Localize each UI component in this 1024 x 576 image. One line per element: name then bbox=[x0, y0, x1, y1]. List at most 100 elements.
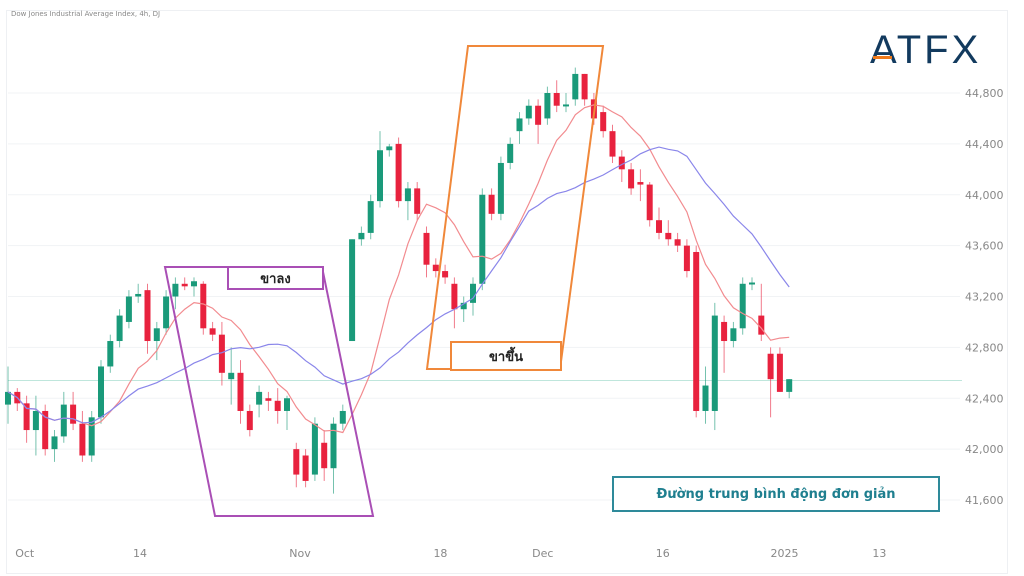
candle-body bbox=[516, 118, 523, 132]
candle-body bbox=[5, 391, 11, 405]
candle-down bbox=[721, 315, 728, 373]
candle-down bbox=[200, 281, 207, 335]
time-tick-label: 13 bbox=[872, 547, 886, 560]
candle-body bbox=[265, 398, 272, 401]
candle-body bbox=[683, 245, 690, 272]
candle-down bbox=[646, 182, 653, 227]
candle-body bbox=[711, 315, 718, 411]
candle-body bbox=[395, 143, 402, 202]
candle-up bbox=[749, 277, 755, 291]
candle-body bbox=[23, 403, 30, 431]
candle-body bbox=[609, 131, 616, 157]
candle-up bbox=[60, 391, 67, 443]
price-tick-label: 44,400 bbox=[965, 138, 1004, 151]
candle-down bbox=[265, 391, 272, 411]
candle-down bbox=[618, 150, 625, 183]
candle-body bbox=[618, 156, 625, 170]
candle-body bbox=[423, 232, 430, 265]
candle-down bbox=[683, 239, 690, 278]
candle-body bbox=[32, 410, 39, 431]
candle-up bbox=[107, 334, 114, 373]
price-tick-label: 44,000 bbox=[965, 189, 1004, 202]
candle-body bbox=[628, 169, 635, 189]
downtrend-box bbox=[163, 266, 375, 517]
candle-up bbox=[730, 321, 737, 348]
time-tick-label: 16 bbox=[656, 547, 670, 560]
candle-up bbox=[702, 366, 709, 424]
price-axis: 41,600 42,000 42,400 42,800 43,200 43,600 44,0… bbox=[965, 87, 1004, 507]
candle-down bbox=[488, 188, 495, 221]
candle-body bbox=[702, 385, 709, 411]
candle-up bbox=[497, 156, 504, 221]
price-tick-label: 42,000 bbox=[965, 443, 1004, 456]
candle-body bbox=[256, 391, 263, 405]
price-tick-label: 43,600 bbox=[965, 240, 1004, 253]
candle-down bbox=[181, 277, 188, 291]
sma-legend-label: Đường trung bình động đơn giản bbox=[612, 476, 940, 512]
candle-down bbox=[246, 404, 253, 437]
candle-down bbox=[42, 404, 49, 456]
candle-up bbox=[563, 93, 569, 113]
candle-up bbox=[507, 137, 514, 170]
candle-up bbox=[739, 277, 746, 335]
candle-body bbox=[125, 296, 132, 322]
candle-body bbox=[404, 188, 411, 202]
candle-body bbox=[470, 283, 476, 303]
candle-body bbox=[200, 283, 207, 329]
candle-body bbox=[70, 404, 77, 424]
candle-body bbox=[497, 162, 504, 214]
candle-down bbox=[553, 80, 560, 113]
candle-body bbox=[51, 436, 58, 450]
candle-down bbox=[758, 283, 765, 342]
candle-body bbox=[563, 104, 569, 107]
candle-up bbox=[172, 277, 179, 310]
candle-up bbox=[256, 385, 263, 418]
time-tick-label: Oct bbox=[15, 547, 35, 560]
candle-down bbox=[767, 347, 774, 418]
candle-down bbox=[302, 449, 309, 488]
candle-up bbox=[135, 283, 142, 303]
candle-body bbox=[749, 282, 755, 285]
candle-body bbox=[116, 315, 123, 342]
uptrend-label: ขาขึ้น bbox=[450, 341, 562, 371]
candle-body bbox=[758, 315, 765, 335]
candle-down bbox=[656, 207, 662, 240]
candle-body bbox=[302, 455, 309, 481]
time-tick-label: 14 bbox=[133, 547, 147, 560]
candle-body bbox=[107, 341, 114, 367]
candle-body bbox=[293, 449, 300, 475]
candle-body bbox=[581, 73, 588, 100]
candle-body bbox=[553, 93, 560, 106]
candle-down bbox=[776, 347, 783, 392]
candle-body bbox=[191, 281, 197, 287]
candle-body bbox=[42, 410, 49, 450]
candle-body bbox=[144, 290, 151, 342]
candle-down bbox=[144, 283, 151, 354]
candle-down bbox=[70, 391, 77, 431]
candle-up bbox=[228, 347, 235, 405]
candle-up bbox=[125, 290, 132, 329]
candle-body bbox=[60, 404, 67, 437]
candle-body bbox=[237, 372, 244, 411]
candle-down bbox=[293, 442, 300, 488]
candle-down bbox=[600, 105, 607, 138]
candle-body bbox=[163, 296, 170, 329]
candle-down bbox=[395, 137, 402, 208]
candle-body bbox=[507, 143, 514, 163]
candle-up bbox=[470, 277, 476, 316]
candle-down bbox=[609, 124, 616, 163]
candle-body bbox=[311, 423, 318, 475]
candle-body bbox=[572, 73, 579, 100]
candle-up bbox=[153, 321, 160, 361]
candle-down bbox=[218, 321, 225, 386]
candle-up bbox=[711, 302, 718, 431]
candle-down bbox=[581, 73, 588, 106]
candle-body bbox=[88, 417, 95, 456]
logo-accent bbox=[873, 56, 892, 59]
time-tick-label: 2025 bbox=[771, 547, 799, 560]
candle-body bbox=[451, 283, 458, 310]
candle-up bbox=[311, 417, 318, 481]
candle-body bbox=[600, 112, 607, 132]
candle-down bbox=[451, 277, 458, 329]
